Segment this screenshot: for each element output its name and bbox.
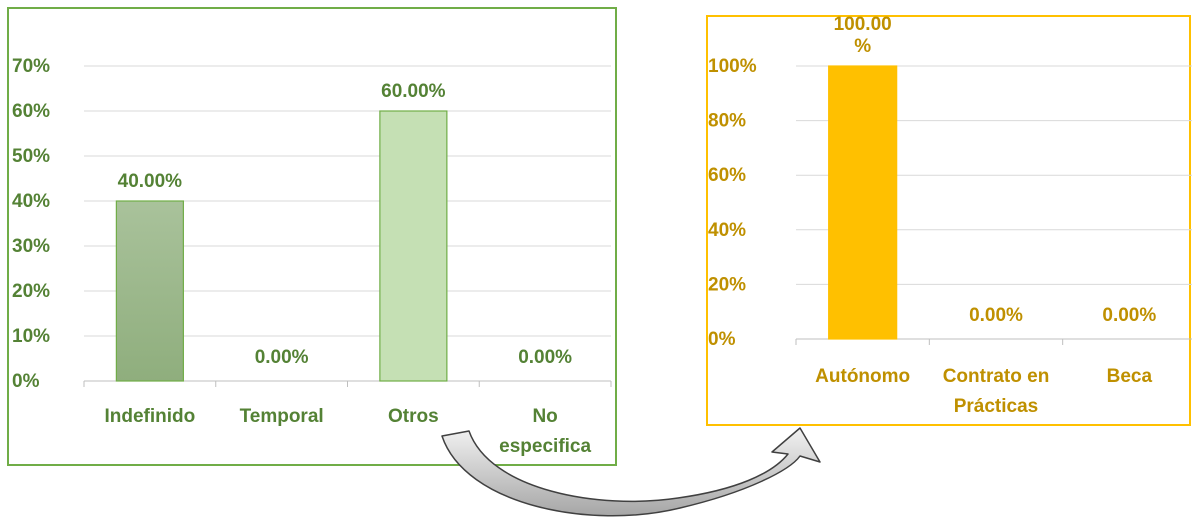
category-label: Contrato en Prácticas [943, 366, 1050, 417]
y-tick-label: 60% [708, 165, 746, 186]
right-chart-data-labels: 100.00 % 0.00% 0.00% [834, 14, 1157, 326]
data-label: 40.00% [118, 171, 183, 192]
bar [828, 65, 898, 340]
data-label: 0.00% [969, 305, 1023, 326]
y-tick-label: 40% [708, 220, 746, 241]
data-label: 0.00% [255, 347, 309, 368]
left-chart-x-axis: Indefinido Temporal Otros No especifica [104, 406, 591, 457]
y-tick-label: 50% [12, 146, 50, 167]
y-tick-label: 0% [12, 371, 40, 392]
category-label: Otros [388, 406, 439, 427]
y-tick-label: 60% [12, 101, 50, 122]
bar [379, 110, 448, 382]
right-chart-x-axis: Autónomo Contrato en Prácticas Beca [815, 366, 1152, 417]
right-chart-bars [828, 65, 898, 340]
left-chart-bars [115, 110, 448, 382]
y-tick-label: 70% [12, 56, 50, 77]
data-label: 0.00% [1102, 305, 1156, 326]
data-label: 0.00% [518, 347, 572, 368]
category-label: Temporal [240, 406, 324, 427]
curved-arrow-icon [441, 427, 821, 517]
right-chart-frame [706, 15, 1191, 426]
data-label: 100.00% [834, 14, 892, 57]
data-label: 60.00% [381, 81, 446, 102]
y-tick-label: 100% [708, 56, 757, 77]
y-tick-label: 10% [12, 326, 50, 347]
y-tick-label: 30% [12, 236, 50, 257]
category-label: Beca [1107, 366, 1153, 387]
category-label: No especifica [499, 406, 591, 457]
left-chart-y-axis: 0% 10% 20% 30% 40% 50% 60% 70% [12, 56, 50, 392]
bar [115, 200, 184, 382]
category-label: Indefinido [104, 406, 195, 427]
y-tick-label: 20% [708, 274, 746, 295]
y-tick-label: 0% [708, 329, 736, 350]
y-tick-label: 40% [12, 191, 50, 212]
y-tick-label: 80% [708, 111, 746, 132]
left-chart-frame [7, 7, 617, 466]
right-chart-y-axis: 0% 20% 40% 60% 80% 100% [708, 56, 757, 350]
y-tick-label: 20% [12, 281, 50, 302]
category-label: Autónomo [815, 366, 910, 387]
left-chart-data-labels: 40.00% 0.00% 60.00% 0.00% [118, 81, 573, 368]
